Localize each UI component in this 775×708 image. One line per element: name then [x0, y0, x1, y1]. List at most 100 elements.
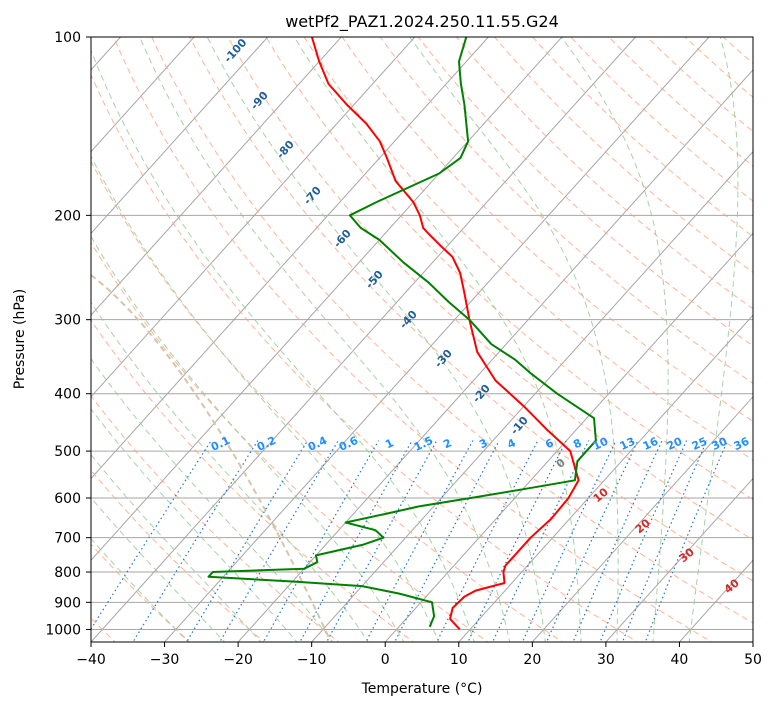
dry-adiabat-label: -80 [274, 138, 297, 162]
isotherm-line [163, 37, 710, 642]
dry-adiabat [91, 469, 266, 642]
mixing-ratio-label: 20 [665, 435, 685, 453]
x-tick-label: 0 [381, 652, 390, 668]
moist-adiabat [91, 301, 369, 642]
isotherm-line [531, 396, 753, 642]
dewpoint-profile-line [207, 37, 597, 628]
dry-adiabat [91, 319, 415, 642]
isotherm-line [384, 232, 753, 642]
isotherm-line [0, 24, 59, 645]
mixing-ratio-line [365, 440, 474, 642]
mixing-ratio-line [394, 440, 500, 642]
chart-title: wetPf2_PAZ1.2024.250.11.55.G24 [285, 12, 559, 32]
moist-adiabat [91, 235, 405, 642]
mixing-ratio-line [219, 440, 339, 642]
dry-adiabat-label: -100 [221, 36, 249, 65]
x-tick-label: −40 [76, 652, 106, 668]
y-tick-label: 600 [54, 491, 81, 507]
moist-adiabat [91, 49, 475, 642]
isotherm-line [91, 37, 416, 398]
plot-frame [90, 36, 754, 643]
isotherm-line [91, 37, 195, 153]
moist-adiabat [409, 37, 619, 642]
mixing-ratio-line [545, 440, 639, 642]
moist-adiabat [688, 37, 739, 642]
x-tick-label: 40 [671, 652, 689, 668]
moist-adiabat [293, 37, 582, 642]
isotherm-line [91, 37, 563, 562]
isotherm-line [458, 314, 753, 642]
moist-adiabat [91, 453, 262, 642]
dry-adiabat [379, 37, 753, 384]
y-tick-label: 100 [54, 30, 81, 46]
x-tick-label: 50 [744, 652, 762, 668]
x-tick-label: −30 [150, 652, 180, 668]
dry-adiabat-label: -50 [363, 268, 386, 292]
dry-adiabat [113, 37, 713, 642]
y-tick-label: 1000 [45, 622, 81, 638]
moist-adiabat-label: 30 [677, 545, 697, 565]
y-tick-label: 400 [54, 387, 81, 403]
dry-adiabat-label: -70 [301, 184, 324, 208]
dry-adiabat [151, 37, 753, 624]
dry-adiabat-label: -60 [331, 227, 354, 251]
moist-adiabat-label: 20 [633, 516, 653, 536]
dry-adiabat [91, 73, 639, 642]
dry-adiabat [455, 37, 753, 310]
dry-adiabat [746, 24, 775, 645]
mixing-ratio-label: 25 [690, 435, 709, 453]
dry-adiabat [227, 37, 753, 541]
isotherm-line [91, 37, 269, 235]
temperature-profile-line [310, 37, 580, 631]
x-tick-label: −20 [223, 652, 253, 668]
mixing-ratio-line [521, 440, 617, 642]
mixing-ratio-line [436, 440, 539, 642]
moist-adiabat [206, 37, 546, 642]
mixing-ratio-line [621, 440, 708, 642]
dry-adiabat [646, 37, 753, 133]
moist-adiabat [91, 537, 189, 642]
mixing-ratio-label: 8 [571, 436, 583, 451]
moist-adiabat [91, 155, 440, 642]
mixing-ratio-label: 6 [543, 436, 556, 451]
dry-adiabat-label: -20 [470, 382, 493, 406]
y-tick-label: 200 [54, 208, 81, 224]
x-tick-label: 10 [450, 652, 468, 668]
mixing-ratio-label: 16 [641, 435, 661, 453]
mixing-ratio-line [492, 440, 590, 642]
y-tick-label: 500 [54, 444, 81, 460]
moist-adiabat-label: 0 [554, 456, 568, 471]
y-tick-label: 700 [54, 531, 81, 547]
dry-adiabat-label: -10 [508, 414, 531, 438]
mixing-ratio-line [262, 440, 380, 642]
isotherm-line [752, 641, 753, 642]
dry-adiabat [493, 37, 753, 274]
x-tick-label: 20 [523, 652, 541, 668]
mixing-ratio-line [185, 440, 309, 642]
moist-adiabat [139, 37, 511, 642]
isotherm-line [310, 150, 753, 642]
isotherm-line [91, 37, 637, 642]
mixing-ratio-label: 36 [732, 435, 752, 453]
y-tick-label: 800 [54, 565, 81, 581]
x-tick-label: −10 [297, 652, 327, 668]
y-tick-label: 300 [54, 313, 81, 329]
isotherm-line [237, 69, 753, 642]
x-tick-label: 30 [597, 652, 615, 668]
mixing-ratio-line [326, 440, 438, 642]
moist-adiabat [91, 358, 334, 642]
mixing-ratio-label: 13 [618, 435, 637, 453]
mixing-ratio-label: 10 [591, 435, 611, 453]
dry-adiabat [265, 37, 753, 501]
dry-adiabat-label: -90 [248, 89, 271, 113]
y-tick-label: 900 [54, 595, 81, 611]
mixing-ratio-line [132, 440, 259, 642]
isotherm-line [605, 477, 753, 642]
isotherm-line [91, 37, 342, 316]
x-axis-label: Temperature (°C) [361, 681, 483, 697]
moist-adiabat [91, 496, 226, 642]
dry-adiabat [91, 395, 340, 642]
dry-adiabat [189, 37, 753, 582]
mixing-ratio-label: 2 [441, 436, 453, 451]
